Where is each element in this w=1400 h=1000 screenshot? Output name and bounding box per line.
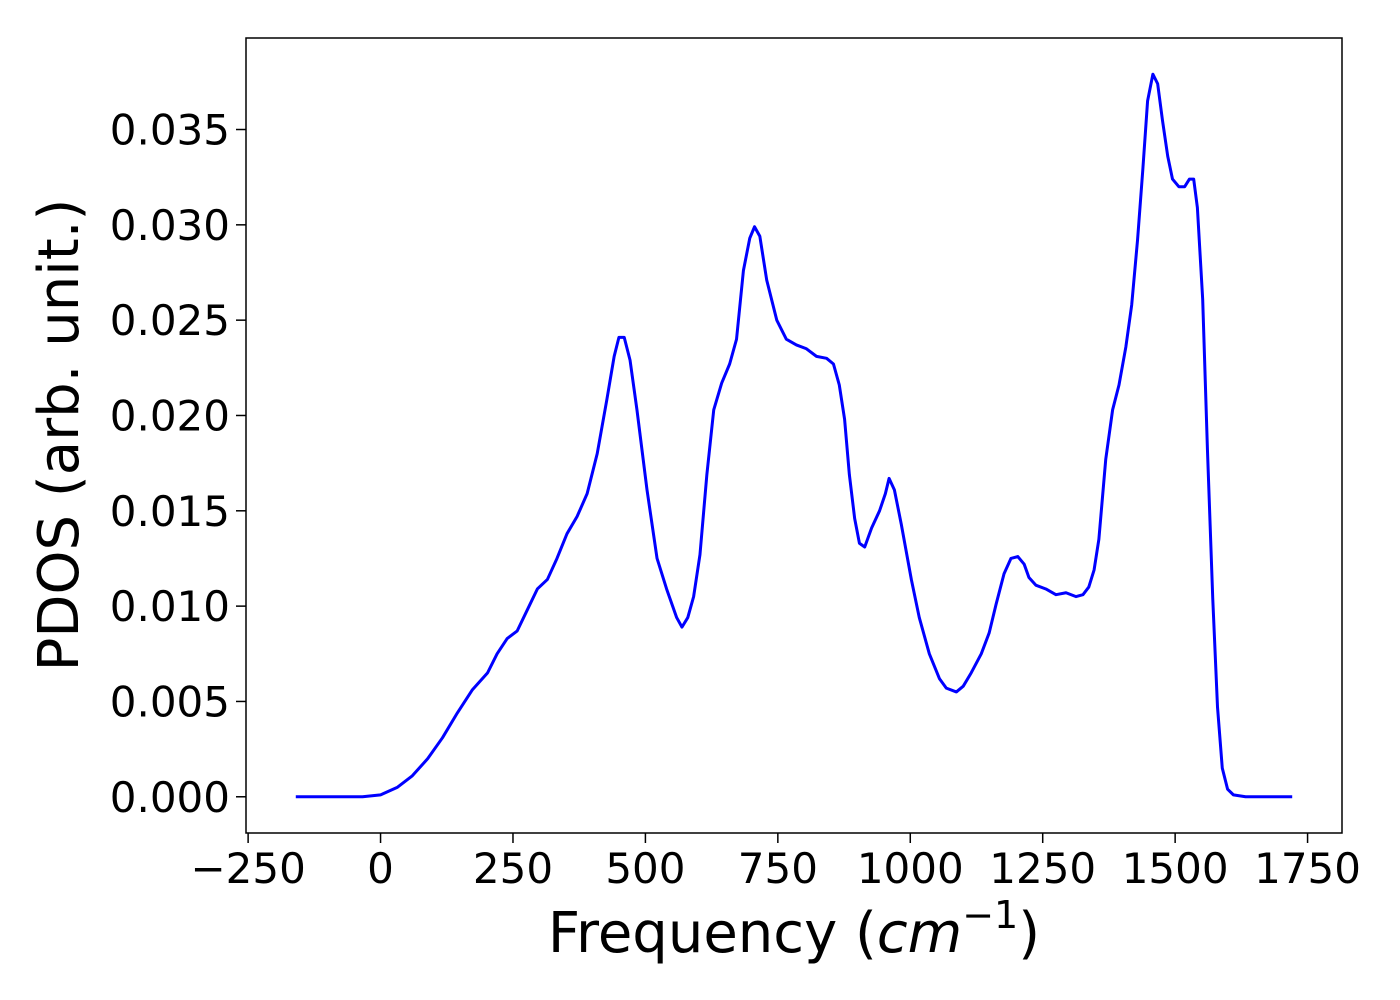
- y-tick-label: 0.035: [110, 106, 230, 155]
- x-label-unit: cm: [877, 901, 962, 966]
- y-tick-label: 0.015: [110, 487, 230, 536]
- x-label-part: ): [1018, 901, 1040, 966]
- x-tick-label: 1500: [1122, 844, 1229, 893]
- y-tick-label: 0.000: [110, 773, 230, 822]
- x-axis-label: Frequency (cm−1): [548, 893, 1040, 966]
- y-tick-label: 0.025: [110, 296, 230, 345]
- x-tick-label: 1250: [989, 844, 1096, 893]
- x-label-exponent: −1: [962, 893, 1018, 937]
- x-tick-label: 1000: [857, 844, 964, 893]
- x-tick-label: 250: [473, 844, 553, 893]
- x-tick-label: 1750: [1254, 844, 1361, 893]
- y-axis-label: PDOS (arb. unit.): [27, 199, 92, 672]
- x-tick-label: −250: [190, 844, 305, 893]
- plot-frame: [245, 37, 1343, 834]
- y-tick-label: 0.005: [110, 677, 230, 726]
- y-tick-label: 0.030: [110, 201, 230, 250]
- x-tick-label: 750: [738, 844, 818, 893]
- data-line: [295, 72, 1293, 799]
- x-tick-label: 0: [367, 844, 394, 893]
- y-tick-label: 0.010: [110, 582, 230, 631]
- x-label-part: Frequency (: [548, 901, 877, 966]
- x-tick-label: 500: [605, 844, 685, 893]
- y-tick-label: 0.020: [110, 391, 230, 440]
